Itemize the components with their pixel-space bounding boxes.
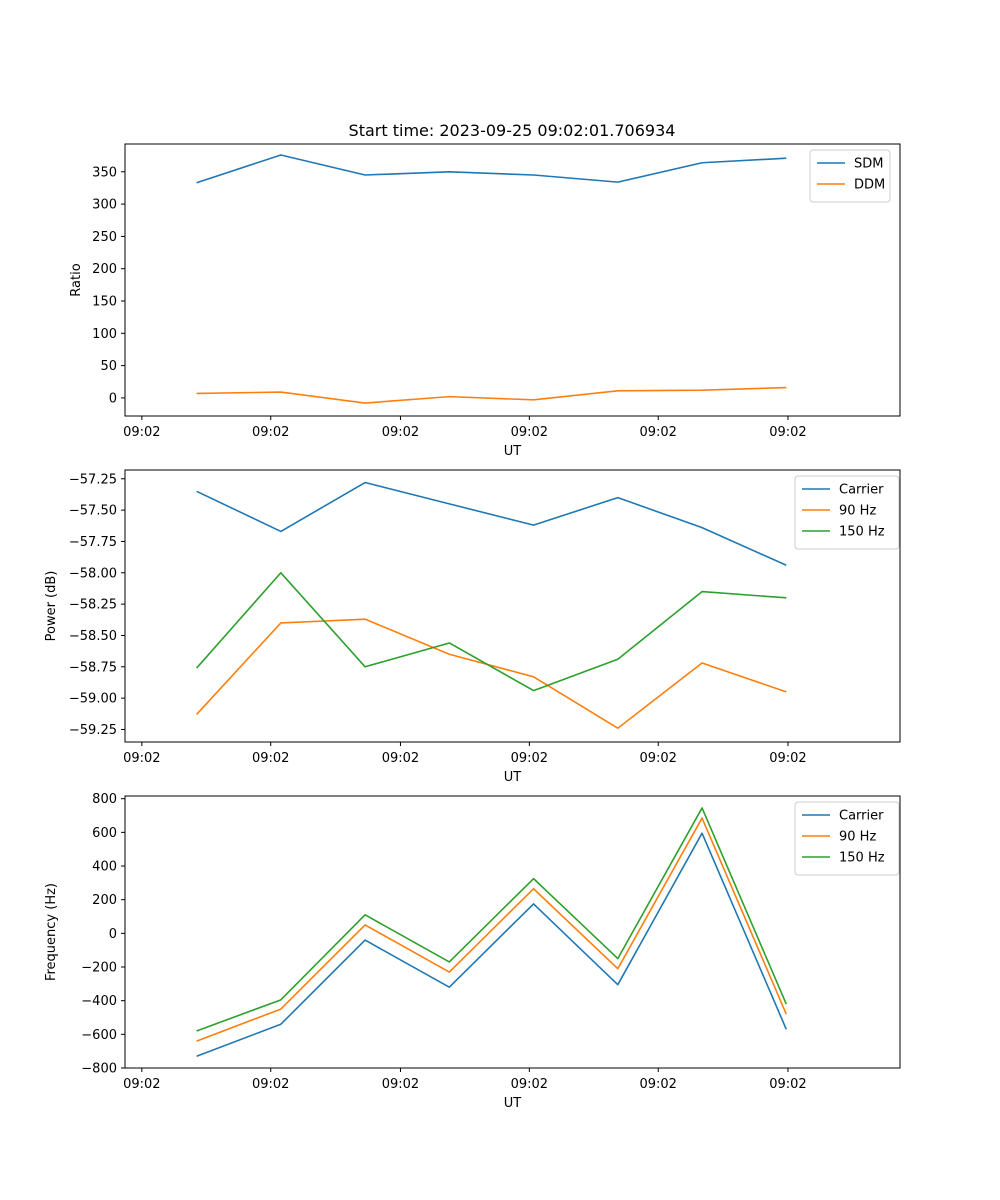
ratio-series-sdm-line [196, 154, 787, 184]
frequency-x-tick-label: 09:02 [639, 1077, 676, 1092]
ratio-y-tick-label: 0 [109, 391, 117, 406]
frequency-y-tick-label: −400 [81, 994, 117, 1009]
power-x-tick-label: 09:02 [382, 751, 419, 766]
frequency-x-tick-label: 09:02 [511, 1077, 548, 1092]
frequency-legend-label: 150 Hz [839, 851, 885, 866]
ratio-series-ddm-line [196, 386, 787, 404]
frequency-x-tick-label: 09:02 [123, 1077, 160, 1092]
power-legend-label: 150 Hz [839, 525, 885, 540]
ratio-x-tick-label: 09:02 [123, 425, 160, 440]
power-y-tick-label: −58.75 [69, 660, 117, 675]
ratio-x-tick-label: 09:02 [511, 425, 548, 440]
power-y-axis-label: Power (dB) [44, 571, 59, 642]
power-x-tick-label: 09:02 [511, 751, 548, 766]
ratio-y-tick-label: 200 [92, 262, 117, 277]
power-series-carrier-line [196, 481, 787, 566]
power-y-tick-label: −57.25 [69, 472, 117, 487]
frequency-x-tick-label: 09:02 [769, 1077, 806, 1092]
frequency-y-tick-label: −800 [81, 1062, 117, 1077]
frequency-x-axis-label: UT [504, 1096, 522, 1111]
frequency-y-axis-label: Frequency (Hz) [44, 883, 59, 981]
ratio-y-tick-label: 100 [92, 327, 117, 342]
ratio-y-tick-label: 150 [92, 294, 117, 309]
frequency-y-tick-label: −200 [81, 961, 117, 976]
frequency-y-tick-label: 0 [109, 927, 117, 942]
ratio-y-tick-label: 50 [100, 359, 117, 374]
ratio-y-tick-label: 300 [92, 198, 117, 213]
power-axes-frame [124, 469, 901, 743]
ratio-y-axis-label: Ratio [69, 263, 84, 296]
power-legend-label: 90 Hz [839, 504, 876, 519]
power-x-tick-label: 09:02 [769, 751, 806, 766]
power-y-tick-label: −58.50 [69, 629, 117, 644]
ratio-panel: 09:02 09:02 09:02 09:02 09:02 09:02 0 50 100 150 2… [69, 143, 901, 459]
ratio-x-tick-label: 09:02 [639, 425, 676, 440]
frequency-y-tick-label: 600 [92, 826, 117, 841]
frequency-y-tick-label: 200 [92, 893, 117, 908]
frequency-y-tick-label: 400 [92, 860, 117, 875]
power-x-tick-label: 09:02 [252, 751, 289, 766]
power-panel: 09:02 09:02 09:02 09:02 09:02 09:02 −57.25 −57.… [44, 469, 901, 785]
power-x-tick-label: 09:02 [123, 751, 160, 766]
frequency-x-tick-label: 09:02 [382, 1077, 419, 1092]
frequency-panel: 09:02 09:02 09:02 09:02 09:02 09:02 800 600 400 2… [44, 792, 901, 1111]
frequency-legend-label: 90 Hz [839, 830, 876, 845]
power-series-150-hz-line [196, 571, 787, 692]
power-x-axis-label: UT [504, 770, 522, 785]
frequency-series-150-hz-line [196, 807, 788, 1032]
frequency-y-tick-label: −600 [81, 1028, 117, 1043]
ratio-y-tick-label: 250 [92, 230, 117, 245]
power-series-90-hz-line [196, 618, 787, 730]
power-y-tick-label: −57.75 [69, 535, 117, 550]
ratio-x-tick-label: 09:02 [382, 425, 419, 440]
power-y-tick-label: −59.00 [69, 692, 117, 707]
power-y-tick-label: −58.25 [69, 598, 117, 613]
frequency-x-tick-label: 09:02 [252, 1077, 289, 1092]
power-y-tick-label: −57.50 [69, 504, 117, 519]
ratio-x-tick-label: 09:02 [252, 425, 289, 440]
ratio-y-tick-label: 350 [92, 165, 117, 180]
power-x-tick-label: 09:02 [639, 751, 676, 766]
chart-title: Start time: 2023-09-25 09:02:01.706934 [349, 121, 676, 140]
frequency-y-tick-label: 800 [92, 792, 117, 807]
power-y-tick-label: −58.00 [69, 566, 117, 581]
frequency-axes-frame [124, 795, 901, 1069]
ratio-x-tick-label: 09:02 [769, 425, 806, 440]
frequency-series-carrier-line [196, 832, 788, 1057]
frequency-series-90-hz-line [196, 817, 788, 1042]
ratio-legend-label: SDM [854, 157, 883, 172]
ratio-axes-frame [124, 143, 901, 417]
power-legend-label: Carrier [839, 483, 884, 498]
ratio-x-axis-label: UT [504, 444, 522, 459]
frequency-legend-label: Carrier [839, 809, 884, 824]
ratio-legend-label: DDM [854, 178, 885, 193]
power-y-tick-label: −59.25 [69, 723, 117, 738]
